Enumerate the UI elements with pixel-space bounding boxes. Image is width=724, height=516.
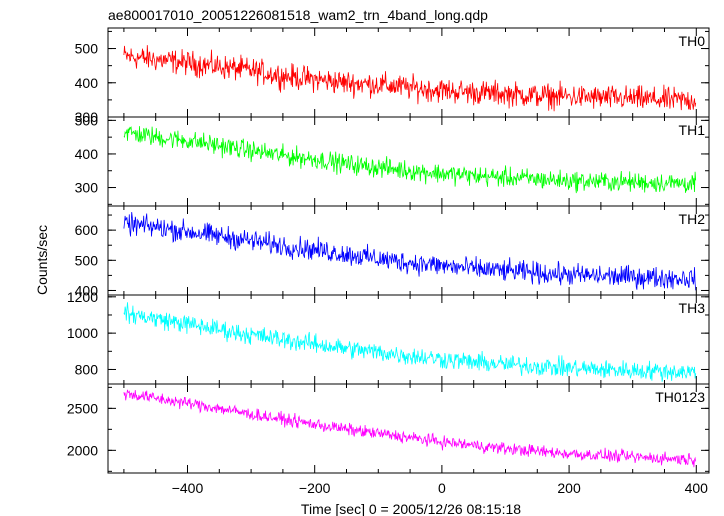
- panels: 300 400 500 TH0 300 400 500 TH1 400 500 600 TH2 800 1…: [67, 27, 710, 496]
- y-tick-label: 800: [75, 361, 99, 377]
- panel-label: TH0123: [655, 389, 705, 405]
- y-tick-label: 400: [75, 75, 99, 91]
- x-tick-label: 400: [685, 480, 709, 496]
- y-tick-label: 2500: [67, 400, 98, 416]
- series-line-th1: [123, 126, 697, 194]
- y-axis-title: Counts/sec: [34, 225, 50, 295]
- x-axis-title: Time [sec] 0 = 2005/12/26 08:15:18: [301, 501, 521, 516]
- y-tick-label: 500: [75, 41, 99, 57]
- y-tick-label: 400: [75, 282, 99, 298]
- series-line-th0123: [123, 389, 697, 468]
- y-tick-label: 300: [75, 180, 99, 196]
- x-tick-label: −200: [299, 480, 331, 496]
- x-tick-label: 0: [438, 480, 446, 496]
- panel-th0123: 2000 2500 TH0123: [67, 383, 710, 474]
- panel-th0: 300 400 500 TH0: [75, 27, 710, 125]
- y-tick-label: 300: [75, 109, 99, 125]
- series-line-th3: [123, 302, 697, 382]
- panel-th1: 300 400 500 TH1: [75, 112, 710, 207]
- panel-th3: 800 1000 1200 TH3: [67, 289, 710, 385]
- panel-label: TH1: [679, 122, 706, 138]
- x-tick-label: 200: [557, 480, 581, 496]
- panel-frame: [107, 27, 710, 118]
- panel-label: TH0: [679, 33, 706, 49]
- y-tick-label: 500: [75, 252, 99, 268]
- y-tick-label: 1000: [67, 325, 98, 341]
- chart-title: ae800017010_20051226081518_wam2_trn_4ban…: [108, 7, 488, 23]
- y-tick-label: 400: [75, 146, 99, 162]
- panel-th2: 400 500 600 TH2: [75, 205, 710, 298]
- panel-label: TH3: [679, 300, 706, 316]
- y-tick-label: 1200: [67, 289, 98, 305]
- x-tick-label: −400: [172, 480, 204, 496]
- panel-label: TH2: [679, 211, 706, 227]
- y-tick-label: 2000: [67, 442, 98, 458]
- series-line-th0: [123, 45, 697, 112]
- series-line-th2: [123, 212, 697, 291]
- panel-frame: [107, 116, 710, 207]
- panel-frame: [107, 383, 710, 474]
- y-tick-label: 500: [75, 112, 99, 128]
- y-tick-label: 600: [75, 222, 99, 238]
